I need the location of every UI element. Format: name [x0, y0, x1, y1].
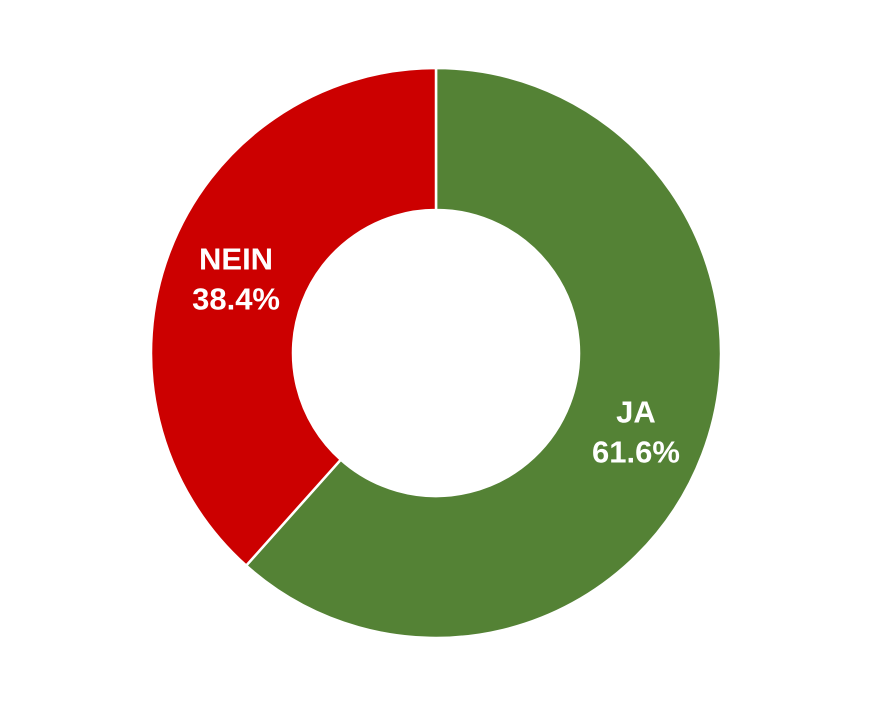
slice-ja [244, 66, 723, 640]
value-label: 38.4% [192, 282, 280, 317]
value-label: 61.6% [592, 434, 680, 469]
category-label: JA [616, 394, 656, 429]
slice-nein [149, 66, 438, 568]
data-label-nein: NEIN 38.4% [192, 242, 280, 317]
data-label-ja: JA 61.6% [592, 394, 680, 469]
category-label: NEIN [199, 242, 273, 277]
